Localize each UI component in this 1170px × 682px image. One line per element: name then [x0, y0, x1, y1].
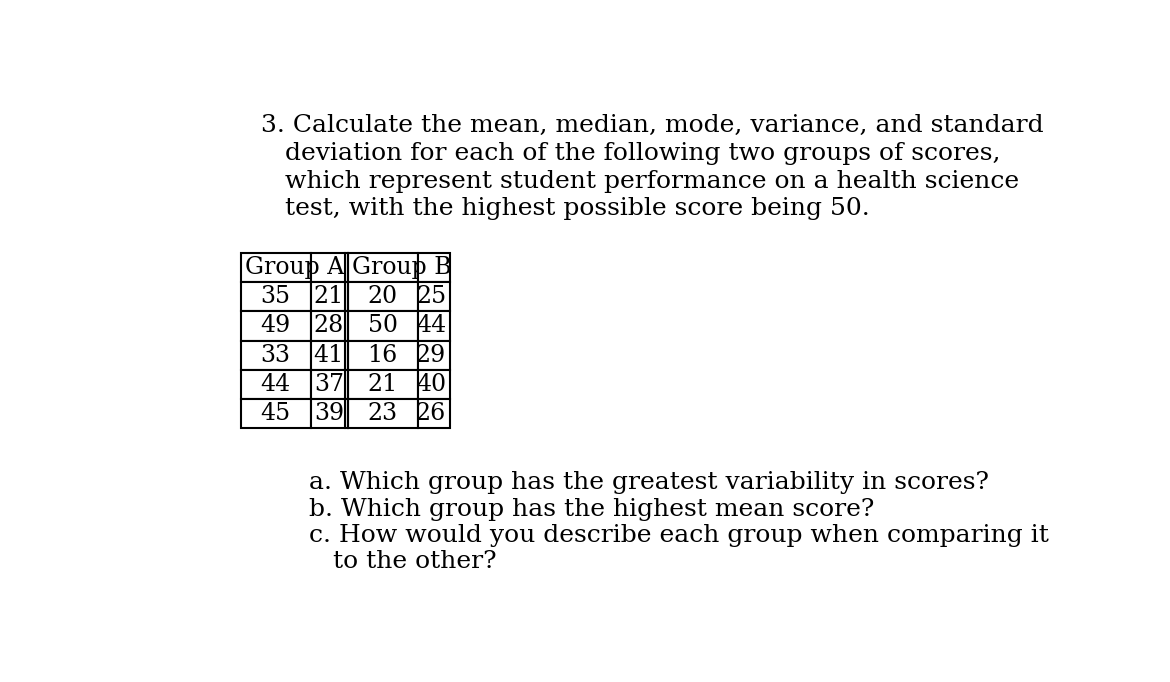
Bar: [418, 253, 450, 282]
Text: 37: 37: [314, 373, 344, 396]
Text: b. Which group has the highest mean score?: b. Which group has the highest mean scor…: [309, 498, 874, 520]
Bar: [347, 253, 418, 282]
Bar: [310, 399, 347, 428]
Bar: [418, 399, 450, 428]
Bar: [241, 282, 310, 311]
Bar: [241, 399, 310, 428]
Bar: [418, 311, 450, 340]
Text: deviation for each of the following two groups of scores,: deviation for each of the following two …: [261, 142, 1000, 165]
Text: 29: 29: [415, 344, 446, 367]
Bar: [310, 340, 347, 370]
Text: 20: 20: [367, 285, 398, 308]
Text: 41: 41: [314, 344, 344, 367]
Text: to the other?: to the other?: [309, 550, 496, 573]
Bar: [241, 311, 310, 340]
Text: 49: 49: [261, 314, 291, 338]
Bar: [418, 370, 450, 399]
Text: 16: 16: [367, 344, 398, 367]
Text: 39: 39: [314, 402, 344, 425]
Bar: [418, 340, 450, 370]
Text: 50: 50: [367, 314, 398, 338]
Text: Group A: Group A: [245, 256, 344, 279]
Text: 40: 40: [417, 373, 446, 396]
Bar: [241, 370, 310, 399]
Text: 44: 44: [415, 314, 446, 338]
Text: a. Which group has the greatest variability in scores?: a. Which group has the greatest variabil…: [309, 471, 989, 494]
Text: 3. Calculate the mean, median, mode, variance, and standard: 3. Calculate the mean, median, mode, var…: [261, 114, 1044, 137]
Text: 35: 35: [261, 285, 290, 308]
Bar: [347, 370, 418, 399]
Text: which represent student performance on a health science: which represent student performance on a…: [261, 170, 1019, 192]
Bar: [241, 340, 310, 370]
Bar: [310, 311, 347, 340]
Text: 33: 33: [261, 344, 290, 367]
Text: 21: 21: [314, 285, 344, 308]
Bar: [347, 282, 418, 311]
Bar: [418, 282, 450, 311]
Text: 25: 25: [417, 285, 446, 308]
Text: Group B: Group B: [352, 256, 452, 279]
Bar: [347, 311, 418, 340]
Bar: [347, 399, 418, 428]
Bar: [310, 282, 347, 311]
Bar: [347, 340, 418, 370]
Bar: [241, 253, 310, 282]
Text: 26: 26: [415, 402, 446, 425]
Text: test, with the highest possible score being 50.: test, with the highest possible score be…: [261, 197, 869, 220]
Bar: [310, 253, 347, 282]
Text: 28: 28: [314, 314, 344, 338]
Text: c. How would you describe each group when comparing it: c. How would you describe each group whe…: [309, 524, 1048, 547]
Bar: [310, 370, 347, 399]
Text: 44: 44: [261, 373, 291, 396]
Text: 45: 45: [261, 402, 290, 425]
Text: 21: 21: [367, 373, 398, 396]
Text: 23: 23: [367, 402, 398, 425]
